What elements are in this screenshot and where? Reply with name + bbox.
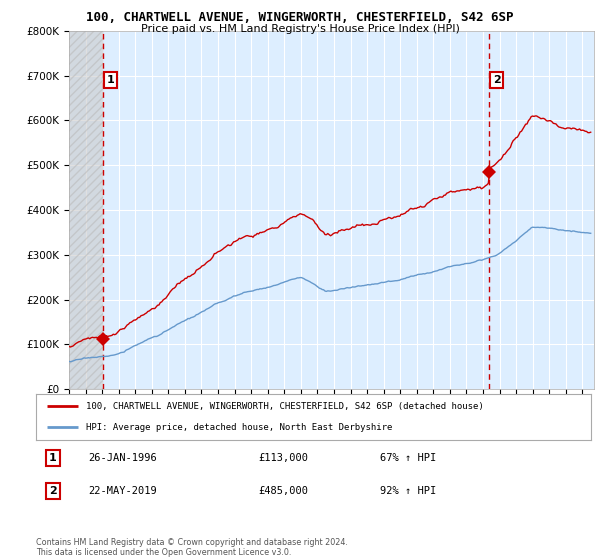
Text: 100, CHARTWELL AVENUE, WINGERWORTH, CHESTERFIELD, S42 6SP (detached house): 100, CHARTWELL AVENUE, WINGERWORTH, CHES… bbox=[86, 402, 484, 410]
Text: £485,000: £485,000 bbox=[258, 486, 308, 496]
Text: HPI: Average price, detached house, North East Derbyshire: HPI: Average price, detached house, Nort… bbox=[86, 423, 392, 432]
Text: 2: 2 bbox=[49, 486, 56, 496]
Text: 92% ↑ HPI: 92% ↑ HPI bbox=[380, 486, 436, 496]
Text: 67% ↑ HPI: 67% ↑ HPI bbox=[380, 453, 436, 463]
Text: Contains HM Land Registry data © Crown copyright and database right 2024.
This d: Contains HM Land Registry data © Crown c… bbox=[36, 538, 348, 557]
Text: 100, CHARTWELL AVENUE, WINGERWORTH, CHESTERFIELD, S42 6SP: 100, CHARTWELL AVENUE, WINGERWORTH, CHES… bbox=[86, 11, 514, 24]
Text: 26-JAN-1996: 26-JAN-1996 bbox=[89, 453, 157, 463]
Bar bbox=[69, 31, 103, 389]
Text: 1: 1 bbox=[107, 75, 115, 85]
Text: 22-MAY-2019: 22-MAY-2019 bbox=[89, 486, 157, 496]
Text: 2: 2 bbox=[493, 75, 500, 85]
Text: Price paid vs. HM Land Registry's House Price Index (HPI): Price paid vs. HM Land Registry's House … bbox=[140, 24, 460, 34]
Text: £113,000: £113,000 bbox=[258, 453, 308, 463]
Text: 1: 1 bbox=[49, 453, 56, 463]
